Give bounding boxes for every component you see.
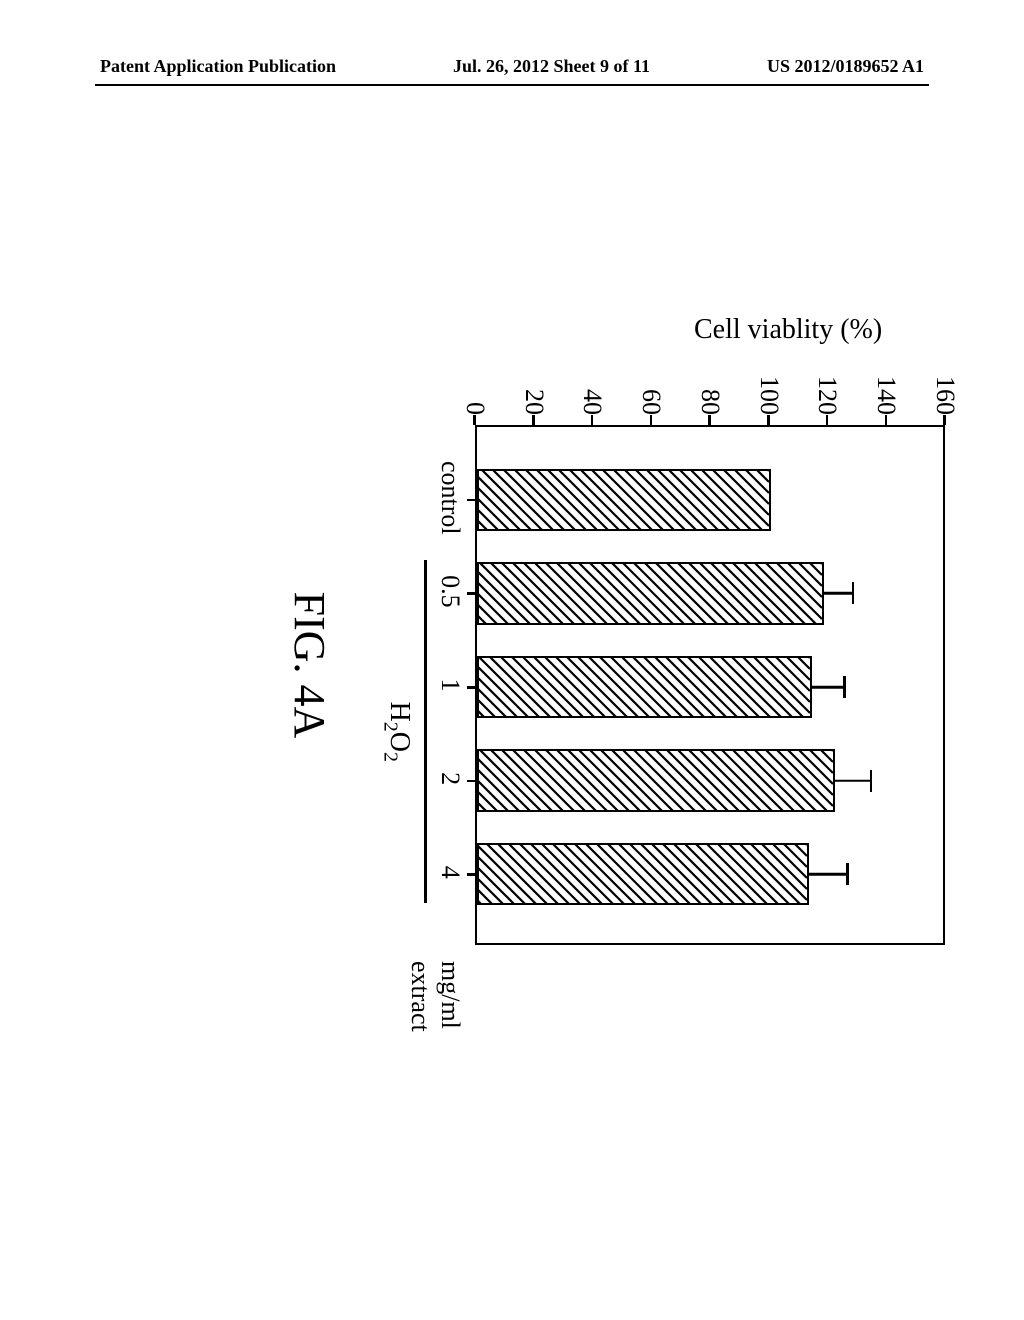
header-center: Jul. 26, 2012 Sheet 9 of 11	[453, 56, 650, 77]
bar-hatch	[479, 845, 807, 903]
error-bar-cap	[843, 676, 846, 698]
bar-hatch	[479, 751, 833, 809]
y-tick-label: 20	[519, 370, 549, 415]
x-tick-mark	[467, 499, 477, 502]
figure-caption: FIG. 4A	[284, 592, 335, 739]
y-tick-mark	[474, 415, 477, 425]
y-tick-mark	[591, 415, 594, 425]
x-axis-unit-label: mg/ml extract	[405, 961, 465, 1032]
x-tick-label: 4	[435, 866, 465, 879]
x-tick-label: control	[435, 461, 465, 535]
y-tick-label: 120	[813, 370, 843, 415]
y-tick-mark	[944, 415, 947, 425]
x-tick-label: 2	[435, 772, 465, 785]
rotated-figure-panel: Cell viablity (%) 020406080100120140160 …	[125, 345, 975, 985]
bar	[477, 749, 835, 811]
bar	[477, 469, 771, 531]
bar-hatch	[479, 471, 769, 529]
page-header: Patent Application Publication Jul. 26, …	[0, 56, 1024, 77]
y-tick-label: 80	[695, 370, 725, 415]
y-tick-mark	[532, 415, 535, 425]
y-tick-label: 60	[636, 370, 666, 415]
header-right: US 2012/0189652 A1	[767, 56, 924, 77]
x-tick-label: 1	[435, 679, 465, 692]
bar-hatch	[479, 658, 810, 716]
error-bar	[812, 686, 844, 689]
error-bar	[809, 873, 847, 876]
error-bar-cap	[852, 582, 855, 604]
bar-hatch	[479, 564, 822, 622]
error-bar	[824, 592, 853, 595]
y-tick-mark	[709, 415, 712, 425]
error-bar-cap	[846, 863, 849, 885]
bar	[477, 562, 824, 624]
y-tick-mark	[826, 415, 829, 425]
group-underline	[425, 560, 428, 903]
x-tick-mark	[467, 686, 477, 689]
x-tick-mark	[467, 780, 477, 783]
y-tick-label: 40	[578, 370, 608, 415]
bars-container	[477, 427, 943, 943]
header-left: Patent Application Publication	[100, 56, 336, 77]
y-tick-label: 160	[930, 370, 960, 415]
y-tick-mark	[650, 415, 653, 425]
error-bar	[835, 779, 870, 782]
x-tick-mark	[467, 873, 477, 876]
group-label: H2O2	[378, 702, 415, 762]
y-tick-label: 0	[460, 370, 490, 415]
x-tick-label: 0.5	[435, 575, 465, 608]
bar	[477, 656, 812, 718]
y-tick-label: 100	[754, 370, 784, 415]
y-axis-label: Cell viablity (%)	[694, 314, 882, 346]
y-tick-mark	[767, 415, 770, 425]
y-tick-mark	[885, 415, 888, 425]
error-bar-cap	[870, 770, 873, 792]
y-tick-label: 140	[871, 370, 901, 415]
x-tick-mark	[467, 592, 477, 595]
header-divider	[95, 84, 929, 86]
chart-plot-area	[475, 425, 945, 945]
bar	[477, 843, 809, 905]
